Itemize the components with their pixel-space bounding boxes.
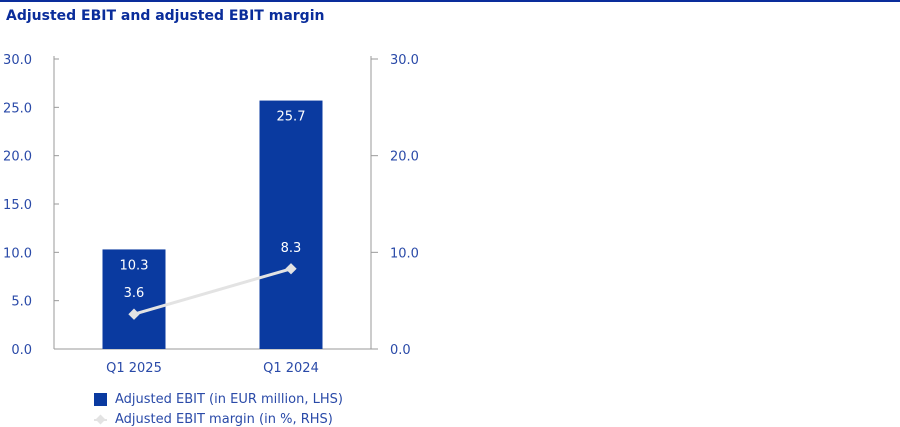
left-tick-label: 10.0 xyxy=(3,246,32,261)
legend-swatch-line xyxy=(94,413,107,426)
legend-swatch-bar xyxy=(94,393,107,406)
margin-point-marker xyxy=(128,308,140,320)
margin-line xyxy=(133,267,292,316)
legend-item-bars: Adjusted EBIT (in EUR million, LHS) xyxy=(94,392,343,407)
legend-label-line: Adjusted EBIT margin (in %, RHS) xyxy=(115,412,333,427)
right-tick-label: 10.0 xyxy=(390,246,419,261)
category-label: Q1 2025 xyxy=(106,361,162,376)
left-tick-label: 0.0 xyxy=(11,343,32,358)
left-tick-label: 15.0 xyxy=(3,198,32,213)
margin-value-label: 3.6 xyxy=(124,286,145,301)
left-tick-label: 25.0 xyxy=(3,101,32,116)
legend-label-bars: Adjusted EBIT (in EUR million, LHS) xyxy=(115,392,343,407)
chart-title: Adjusted EBIT and adjusted EBIT margin xyxy=(6,8,325,24)
top-rule xyxy=(0,0,900,2)
legend-item-line: Adjusted EBIT margin (in %, RHS) xyxy=(94,412,333,427)
bar-adjusted-ebit xyxy=(259,100,323,349)
margin-point-marker xyxy=(285,263,297,275)
margin-value-label: 8.3 xyxy=(281,241,302,256)
left-tick-label: 5.0 xyxy=(11,295,32,310)
right-tick-label: 20.0 xyxy=(390,150,419,165)
bar-value-label: 25.7 xyxy=(277,110,306,125)
category-label: Q1 2024 xyxy=(263,361,319,376)
bar-adjusted-ebit xyxy=(102,249,166,349)
right-tick-label: 0.0 xyxy=(390,343,411,358)
right-tick-label: 30.0 xyxy=(390,53,419,68)
left-tick-label: 30.0 xyxy=(3,53,32,68)
bar-value-label: 10.3 xyxy=(120,258,149,273)
left-tick-label: 20.0 xyxy=(3,150,32,165)
